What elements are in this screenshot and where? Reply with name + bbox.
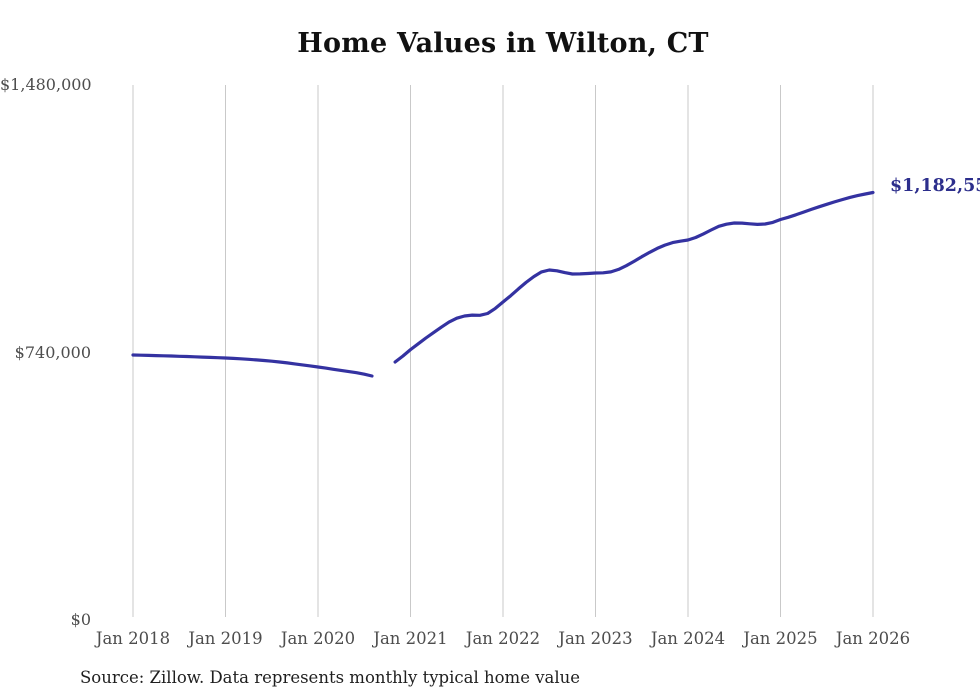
y-tick-0: $0: [70, 610, 91, 629]
x-tick-jan-2020: Jan 2020: [280, 629, 356, 648]
home-value-line: [131, 190, 875, 378]
x-tick-jan-2019: Jan 2019: [188, 629, 263, 648]
vertical-gridlines: [132, 85, 874, 617]
x-tick-jan-2026: Jan 2026: [835, 629, 911, 648]
x-tick-jan-2023: Jan 2023: [558, 629, 633, 648]
x-tick-jan-2021: Jan 2021: [373, 629, 448, 648]
y-tick-740000: $740,000: [14, 342, 91, 362]
chart-title: Home Values in Wilton, CT: [297, 28, 709, 59]
y-tick-1480000: $1,480,000: [0, 75, 92, 94]
x-tick-jan-2024: Jan 2024: [650, 629, 726, 648]
x-tick-jan-2025: Jan 2025: [743, 629, 818, 648]
latest-value-label: $1,182,552: [890, 176, 980, 196]
x-tick-jan-2018: Jan 2018: [95, 629, 171, 648]
x-tick-jan-2022: Jan 2022: [465, 629, 541, 648]
source-note: Source: Zillow. Data represents monthly …: [80, 668, 581, 687]
home-value-line-path: [131, 190, 875, 378]
